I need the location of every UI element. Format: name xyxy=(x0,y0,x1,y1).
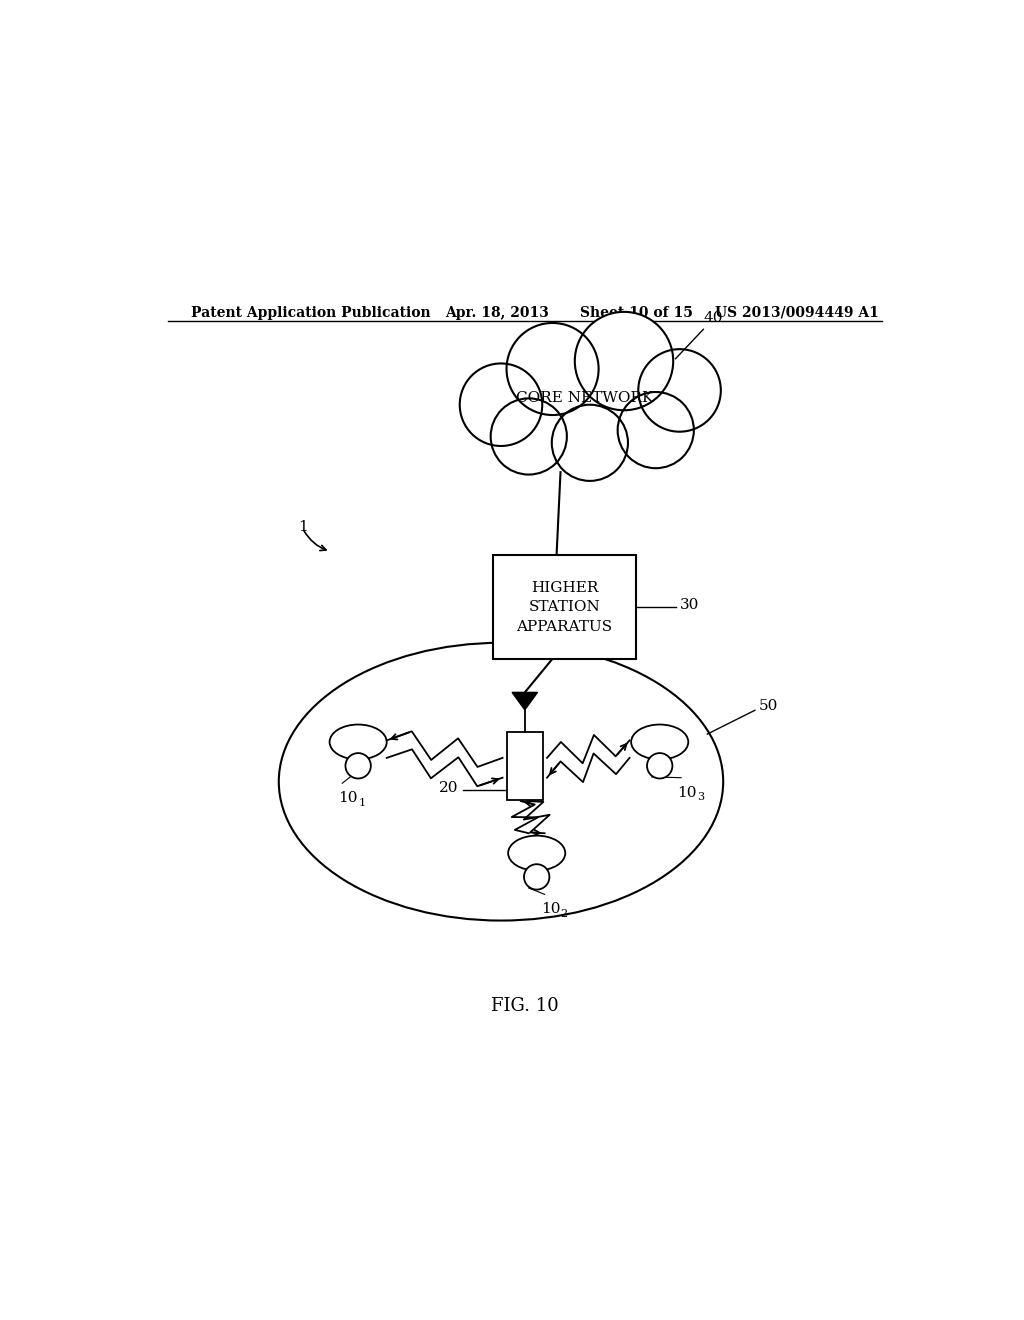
Circle shape xyxy=(460,363,543,446)
FancyArrowPatch shape xyxy=(525,801,532,807)
Text: 10: 10 xyxy=(338,791,357,805)
Text: 10: 10 xyxy=(541,903,560,916)
Polygon shape xyxy=(512,693,538,710)
Text: Patent Application Publication: Patent Application Publication xyxy=(191,305,431,319)
Text: 2: 2 xyxy=(560,908,567,919)
Bar xyxy=(494,556,636,659)
FancyArrowPatch shape xyxy=(480,779,498,785)
FancyArrowPatch shape xyxy=(304,531,326,550)
Text: 10: 10 xyxy=(677,785,696,800)
Text: Apr. 18, 2013: Apr. 18, 2013 xyxy=(445,305,549,319)
Text: 20: 20 xyxy=(439,780,459,795)
Text: 30: 30 xyxy=(680,598,699,611)
Ellipse shape xyxy=(330,725,387,759)
Circle shape xyxy=(647,754,673,779)
Ellipse shape xyxy=(508,836,565,871)
FancyArrowPatch shape xyxy=(532,830,540,836)
Text: 40: 40 xyxy=(703,312,723,325)
Text: 1: 1 xyxy=(358,797,366,808)
Ellipse shape xyxy=(279,643,723,920)
Circle shape xyxy=(552,405,628,480)
Text: US 2013/0094449 A1: US 2013/0094449 A1 xyxy=(715,305,880,319)
Circle shape xyxy=(524,865,550,890)
Ellipse shape xyxy=(631,725,688,759)
Circle shape xyxy=(345,754,371,779)
Text: FIG. 10: FIG. 10 xyxy=(490,998,559,1015)
Circle shape xyxy=(617,392,694,469)
Circle shape xyxy=(574,312,673,411)
Circle shape xyxy=(507,323,599,414)
Bar xyxy=(507,733,543,800)
Text: CORE NETWORK: CORE NETWORK xyxy=(516,391,653,405)
Text: Sheet 10 of 15: Sheet 10 of 15 xyxy=(581,305,693,319)
FancyArrowPatch shape xyxy=(391,733,410,739)
FancyArrowPatch shape xyxy=(617,744,627,754)
Circle shape xyxy=(638,350,721,432)
Text: 50: 50 xyxy=(759,700,778,713)
Text: HIGHER
STATION
APPARATUS: HIGHER STATION APPARATUS xyxy=(516,581,612,634)
Text: 1: 1 xyxy=(299,520,308,533)
Circle shape xyxy=(490,399,567,475)
Text: 3: 3 xyxy=(697,792,705,803)
FancyArrowPatch shape xyxy=(550,763,559,774)
